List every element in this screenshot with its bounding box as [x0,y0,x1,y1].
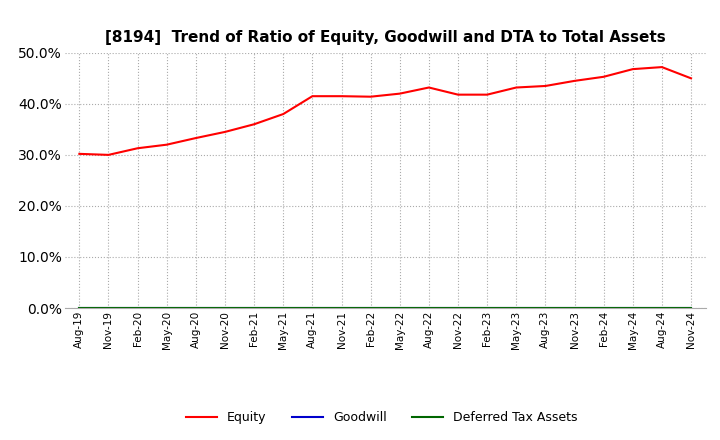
Goodwill [541,305,550,311]
Deferred Tax Assets [133,305,142,311]
Goodwill [220,305,229,311]
Line: Equity: Equity [79,67,691,155]
Equity [687,76,696,81]
Deferred Tax Assets [395,305,404,311]
Equity [337,94,346,99]
Deferred Tax Assets [425,305,433,311]
Goodwill [629,305,637,311]
Equity [395,91,404,96]
Deferred Tax Assets [629,305,637,311]
Equity [599,74,608,80]
Equity [570,78,579,84]
Goodwill [657,305,666,311]
Goodwill [250,305,258,311]
Goodwill [483,305,492,311]
Goodwill [133,305,142,311]
Equity [512,85,521,90]
Goodwill [454,305,462,311]
Equity [454,92,462,97]
Goodwill [104,305,113,311]
Deferred Tax Assets [75,305,84,311]
Equity [366,94,375,99]
Deferred Tax Assets [220,305,229,311]
Equity [250,121,258,127]
Goodwill [570,305,579,311]
Goodwill [687,305,696,311]
Deferred Tax Assets [192,305,200,311]
Deferred Tax Assets [687,305,696,311]
Goodwill [512,305,521,311]
Deferred Tax Assets [599,305,608,311]
Equity [163,142,171,147]
Deferred Tax Assets [279,305,287,311]
Goodwill [192,305,200,311]
Equity [541,83,550,88]
Deferred Tax Assets [454,305,462,311]
Goodwill [599,305,608,311]
Deferred Tax Assets [163,305,171,311]
Equity [657,64,666,70]
Deferred Tax Assets [337,305,346,311]
Goodwill [279,305,287,311]
Deferred Tax Assets [366,305,375,311]
Equity [75,151,84,157]
Goodwill [163,305,171,311]
Equity [279,111,287,117]
Deferred Tax Assets [104,305,113,311]
Deferred Tax Assets [570,305,579,311]
Goodwill [308,305,317,311]
Goodwill [337,305,346,311]
Legend: Equity, Goodwill, Deferred Tax Assets: Equity, Goodwill, Deferred Tax Assets [181,407,582,429]
Equity [629,66,637,72]
Equity [192,136,200,141]
Title: [8194]  Trend of Ratio of Equity, Goodwill and DTA to Total Assets: [8194] Trend of Ratio of Equity, Goodwil… [105,29,665,45]
Deferred Tax Assets [512,305,521,311]
Equity [483,92,492,97]
Deferred Tax Assets [483,305,492,311]
Deferred Tax Assets [541,305,550,311]
Equity [425,85,433,90]
Goodwill [75,305,84,311]
Equity [220,129,229,135]
Goodwill [366,305,375,311]
Goodwill [425,305,433,311]
Deferred Tax Assets [250,305,258,311]
Equity [133,146,142,151]
Deferred Tax Assets [657,305,666,311]
Deferred Tax Assets [308,305,317,311]
Equity [104,152,113,158]
Equity [308,94,317,99]
Goodwill [395,305,404,311]
